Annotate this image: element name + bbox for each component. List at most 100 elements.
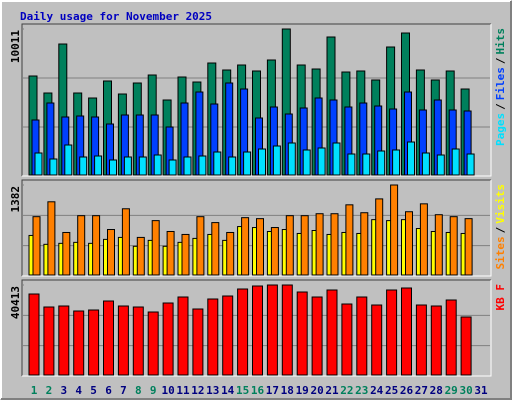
bar — [196, 216, 205, 276]
bar — [451, 148, 460, 176]
bar — [43, 306, 55, 376]
bar — [415, 304, 427, 376]
bar — [407, 141, 415, 176]
x-tick-label: 13 — [206, 384, 219, 397]
bar — [237, 288, 249, 376]
bar — [181, 233, 190, 276]
bar — [258, 148, 266, 176]
x-tick-label: 22 — [340, 384, 353, 397]
bar — [151, 220, 160, 276]
x-tick-label: 18 — [281, 384, 294, 397]
legend: Pages / Files / Hits — [494, 28, 507, 146]
bar — [136, 236, 145, 276]
panel-border-dark — [21, 279, 491, 376]
x-tick-label: 23 — [355, 384, 368, 397]
x-tick-label: 14 — [221, 384, 235, 397]
x-tick-label: 11 — [176, 384, 190, 397]
bar — [345, 204, 354, 276]
panel-border-light — [22, 180, 492, 277]
bar — [362, 153, 371, 176]
bar — [464, 218, 473, 276]
bar — [436, 154, 445, 176]
legend-entry: Files — [494, 67, 507, 100]
bar — [330, 213, 339, 276]
x-tick-label: 5 — [90, 384, 97, 397]
bar — [326, 289, 338, 376]
legend-entry: Hits — [494, 28, 507, 55]
bar — [211, 222, 220, 276]
bar — [460, 316, 472, 376]
bar — [123, 156, 132, 176]
bar — [138, 156, 147, 176]
bar — [419, 203, 428, 276]
bar — [198, 155, 207, 176]
x-tick-label: 19 — [296, 384, 309, 397]
x-tick-label: 21 — [325, 384, 339, 397]
bar — [62, 231, 71, 276]
bar — [360, 212, 369, 276]
bar — [341, 303, 353, 376]
x-tick-label: 25 — [385, 384, 398, 397]
bar — [226, 231, 235, 276]
legend-separator: / — [494, 226, 507, 233]
legend-separator: / — [494, 57, 507, 64]
bar — [34, 152, 43, 176]
bar — [177, 296, 189, 376]
bar — [449, 216, 458, 276]
bar — [270, 227, 279, 276]
bar — [162, 302, 174, 376]
bar — [375, 198, 384, 276]
bar — [445, 299, 457, 376]
legend: Sites / Visits — [494, 184, 507, 270]
bar — [332, 142, 341, 176]
bar — [49, 158, 58, 176]
legend-entry: Visits — [494, 184, 507, 224]
x-tick-label: 15 — [236, 384, 249, 397]
panel-border-light — [22, 280, 492, 377]
legend-entry: Pages — [494, 113, 507, 146]
bar — [377, 150, 386, 176]
bar — [392, 149, 401, 176]
bar — [300, 215, 309, 276]
bar — [356, 296, 368, 376]
x-tick-label: 7 — [120, 384, 127, 397]
x-tick-label: 31 — [474, 384, 488, 397]
y-tick-label: 10011 — [9, 30, 22, 63]
x-tick-label: 6 — [105, 384, 112, 397]
bar — [207, 298, 219, 376]
y-tick-label: 1382 — [9, 186, 22, 213]
bar — [386, 289, 398, 376]
bar — [430, 305, 442, 376]
bar — [77, 215, 86, 276]
bar — [132, 306, 144, 376]
legend-separator: / — [494, 103, 507, 110]
x-tick-label: 10 — [161, 384, 174, 397]
bar — [252, 285, 263, 376]
bar — [94, 155, 103, 176]
bar — [296, 291, 308, 376]
x-tick-label: 3 — [60, 384, 67, 397]
bar — [222, 295, 234, 376]
x-tick-label: 17 — [266, 384, 279, 397]
panel-border-dark — [21, 179, 491, 276]
bar — [243, 151, 252, 176]
bar — [109, 159, 117, 176]
bar — [166, 230, 175, 276]
bar — [103, 300, 114, 376]
bar — [315, 213, 324, 276]
x-tick-label: 20 — [310, 384, 323, 397]
legend: KB F — [494, 284, 507, 311]
bar — [213, 151, 222, 176]
bar — [405, 211, 413, 276]
x-tick-label: 2 — [46, 384, 53, 397]
bar — [390, 184, 399, 276]
legend-entry: Sites — [494, 236, 507, 269]
bar — [107, 229, 115, 276]
bar — [168, 159, 177, 176]
bar — [88, 309, 100, 376]
bar — [121, 208, 130, 276]
x-tick-label: 9 — [150, 384, 157, 397]
bar — [153, 154, 162, 176]
bar — [466, 153, 475, 176]
bar — [421, 152, 430, 176]
